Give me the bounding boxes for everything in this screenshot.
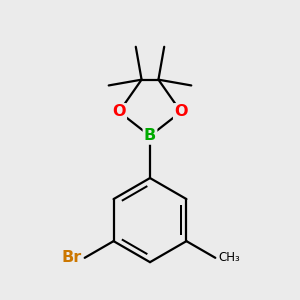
Text: B: B [144,128,156,143]
Text: CH₃: CH₃ [218,251,240,264]
Text: O: O [112,104,126,119]
Text: O: O [174,104,188,119]
Text: Br: Br [61,250,82,265]
